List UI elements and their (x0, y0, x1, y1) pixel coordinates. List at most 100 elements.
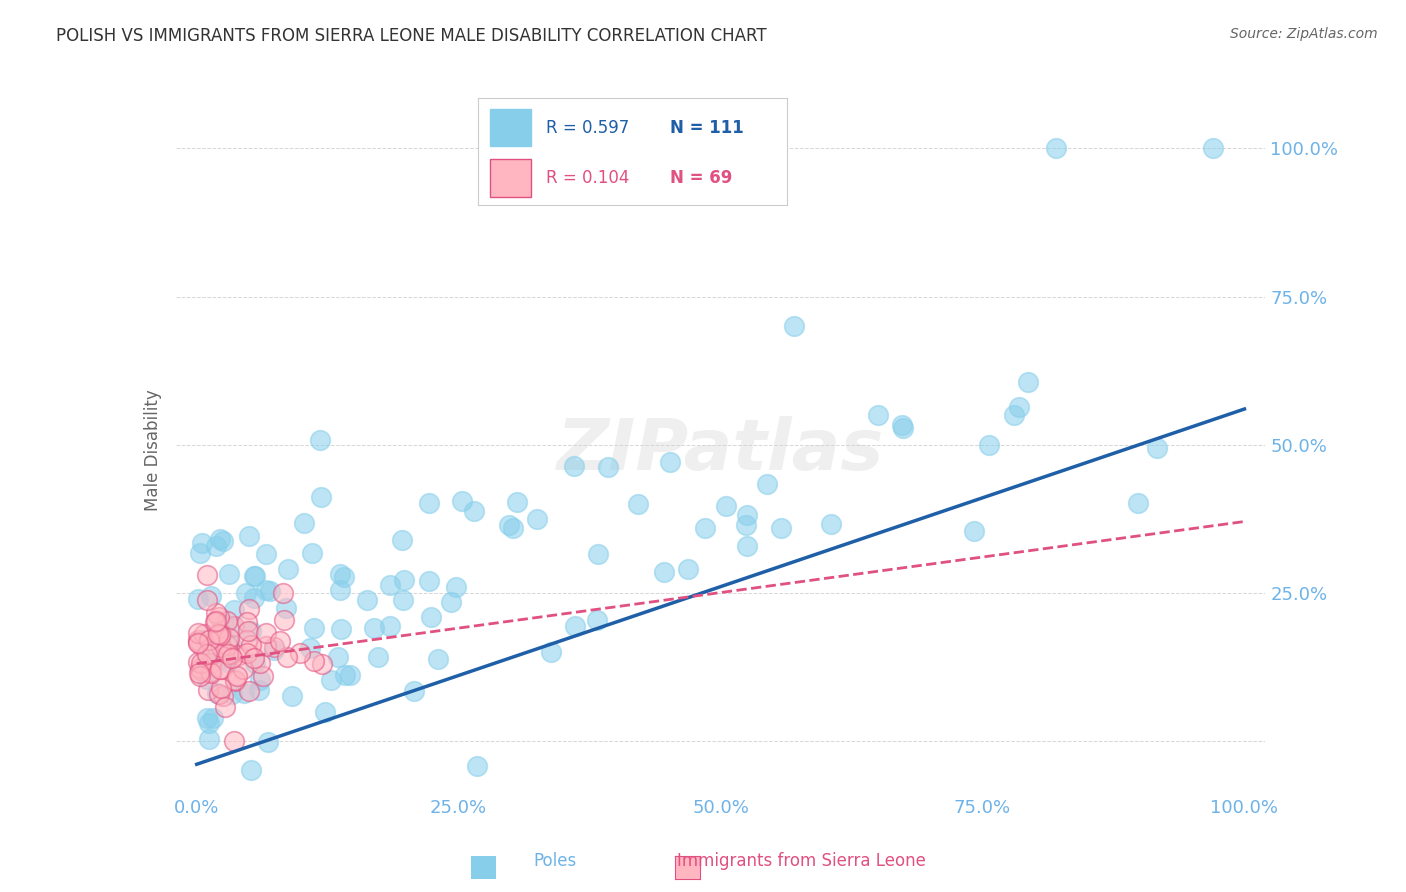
Point (339, 668, 361, 682)
Point (314, 705, 336, 719)
Point (273, 613, 295, 627)
Point (301, 546, 323, 560)
Point (188, 666, 211, 681)
Point (586, 547, 609, 561)
Point (404, 683, 426, 698)
Point (218, 647, 240, 661)
Point (418, 574, 440, 588)
Point (200, 665, 222, 680)
Point (215, 646, 238, 660)
Point (201, 711, 224, 725)
Point (205, 686, 228, 700)
Point (188, 660, 211, 674)
Point (198, 665, 221, 680)
Point (380, 619, 402, 633)
Point (221, 650, 243, 665)
Point (238, 529, 260, 543)
Point (226, 669, 249, 683)
Point (277, 562, 299, 576)
Point (1045, 141, 1067, 155)
Point (224, 603, 246, 617)
Point (209, 681, 232, 696)
Point (186, 636, 208, 650)
Text: Immigrants from Sierra Leone: Immigrants from Sierra Leone (676, 852, 927, 870)
Point (242, 591, 264, 606)
Point (330, 622, 353, 636)
Point (979, 438, 1001, 452)
Point (243, 569, 266, 583)
Point (217, 655, 239, 669)
Point (562, 458, 585, 473)
Point (392, 593, 415, 607)
Point (200, 648, 222, 662)
Point (770, 521, 793, 535)
Text: N = 111: N = 111 (669, 120, 744, 137)
Point (378, 578, 401, 592)
Point (212, 616, 235, 631)
Point (224, 619, 246, 633)
Point (188, 546, 211, 560)
Point (193, 632, 215, 647)
Point (221, 687, 243, 701)
Point (238, 683, 260, 698)
Point (467, 759, 489, 773)
Point (218, 567, 240, 582)
Point (197, 682, 219, 697)
Point (564, 619, 586, 633)
Point (218, 648, 240, 662)
Point (235, 633, 257, 648)
Point (204, 615, 226, 629)
Point (212, 645, 235, 659)
Point (311, 657, 333, 672)
Point (502, 521, 524, 535)
Point (208, 628, 231, 642)
Point (391, 533, 413, 547)
Text: Poles: Poles (534, 852, 576, 870)
Point (240, 624, 263, 639)
Point (302, 654, 325, 668)
Point (308, 433, 330, 447)
Text: POLISH VS IMMIGRANTS FROM SIERRA LEONE MALE DISABILITY CORRELATION CHART: POLISH VS IMMIGRANTS FROM SIERRA LEONE M… (56, 27, 766, 45)
Point (271, 585, 294, 599)
Point (451, 494, 474, 508)
Point (446, 580, 468, 594)
Point (198, 633, 221, 648)
Point (783, 319, 806, 334)
Point (891, 420, 914, 434)
Point (242, 651, 264, 665)
Point (232, 662, 254, 676)
Text: Source: ZipAtlas.com: Source: ZipAtlas.com (1230, 27, 1378, 41)
Point (762, 141, 785, 155)
Point (1002, 409, 1025, 423)
Point (652, 565, 675, 579)
Point (716, 500, 738, 514)
Point (820, 517, 842, 532)
Point (198, 731, 221, 746)
Point (274, 601, 297, 615)
Point (658, 454, 681, 468)
Bar (491, 109, 530, 146)
Point (693, 521, 716, 535)
Text: R = 0.104: R = 0.104 (546, 169, 630, 187)
Point (195, 711, 218, 725)
Point (212, 533, 235, 548)
Point (540, 644, 562, 658)
Point (321, 673, 343, 687)
Point (209, 652, 232, 666)
Point (208, 628, 231, 642)
Point (219, 639, 242, 653)
Point (224, 673, 246, 688)
Point (195, 654, 218, 668)
Point (188, 663, 211, 677)
Point (217, 638, 239, 652)
Point (734, 518, 756, 533)
Point (1008, 401, 1031, 415)
Point (205, 607, 228, 621)
Point (963, 524, 986, 538)
Point (214, 700, 236, 714)
Point (254, 583, 277, 598)
Point (356, 593, 378, 607)
Point (207, 687, 229, 701)
Point (215, 614, 238, 628)
Point (335, 668, 357, 682)
